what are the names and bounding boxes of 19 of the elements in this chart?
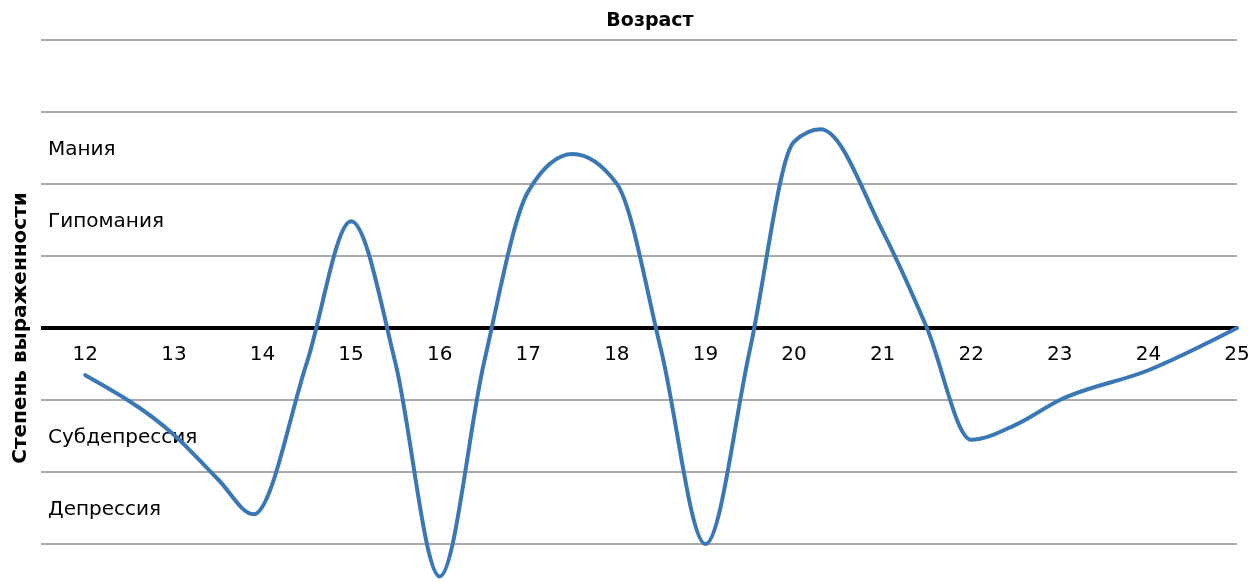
annotation: Гипомания [48,208,164,232]
x-tick-label: 16 [426,341,453,365]
x-tick-label: 22 [958,341,984,365]
x-tick-label: 14 [249,341,276,365]
x-tick-label: 15 [338,341,364,365]
x-tick-label: 13 [161,341,187,365]
x-tick-label: 21 [869,341,896,365]
x-tick-label: 19 [692,341,719,365]
x-tick-label: 25 [1224,341,1250,365]
x-tick-label: 18 [604,341,630,365]
annotation: Депрессия [48,496,162,520]
y-axis-title: Степень выраженности [7,192,31,464]
annotation: Мания [48,136,116,160]
x-tick-label: 23 [1047,341,1073,365]
x-tick-label: 24 [1135,341,1162,365]
chart-title: Возраст [606,8,694,30]
x-tick-label: 20 [781,341,807,365]
x-tick-label: 17 [515,341,541,365]
x-tick-label: 12 [72,341,99,365]
